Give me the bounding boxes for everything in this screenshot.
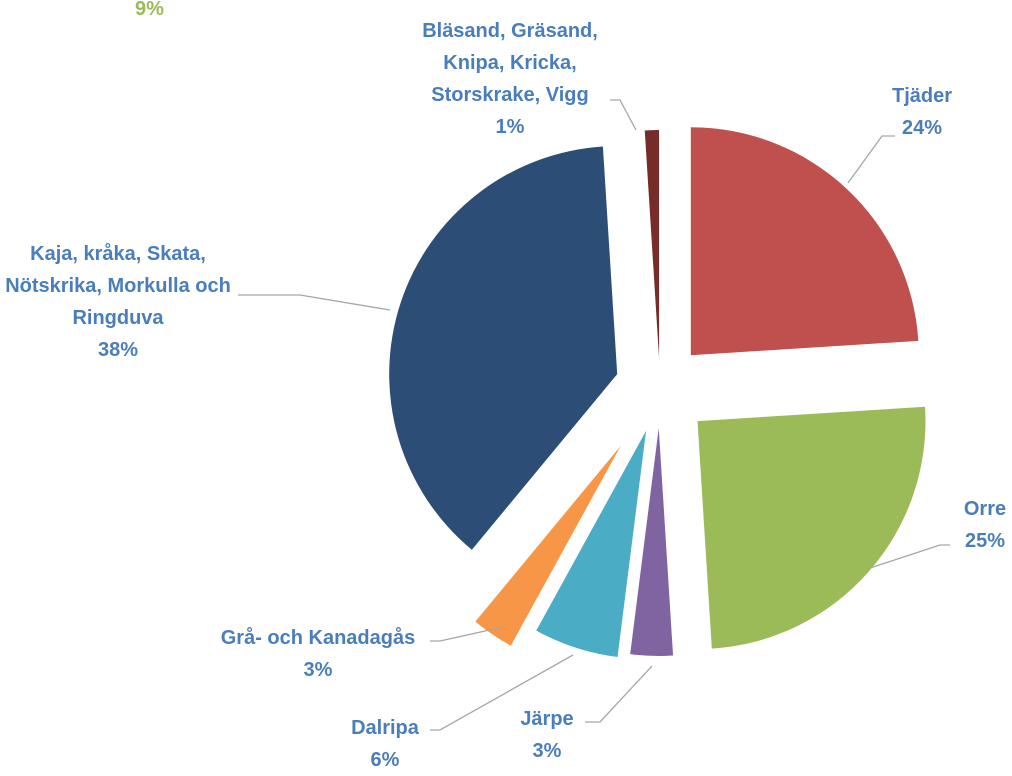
- pie-slice: [630, 427, 674, 656]
- data-label: Dalripa 6%: [335, 712, 435, 776]
- leader-line: [430, 654, 574, 731]
- value-label: 25%: [964, 530, 1006, 552]
- value-label: 38%: [97, 339, 139, 361]
- category-label: Bläsand, Gräsand, Knipa, Kricka, Storskr…: [422, 20, 598, 106]
- data-label: Tjäder 24%: [862, 80, 982, 144]
- pie-slice: [389, 146, 618, 550]
- value-label: 24%: [901, 117, 943, 139]
- value-label: 3%: [303, 659, 333, 681]
- data-label: Kaja, kråka, Skata, Nötskrika, Morkulla …: [1, 238, 236, 366]
- leader-line: [610, 99, 637, 131]
- category-label: Tjäder: [891, 85, 953, 107]
- pie-slice: [697, 406, 926, 649]
- data-label: Järpe 3%: [502, 703, 592, 767]
- data-label: Orre 25%: [940, 493, 1012, 557]
- pie-slice: [536, 430, 647, 657]
- pie-slice: [475, 445, 621, 646]
- category-label: Grå- och Kanadagås: [220, 627, 416, 649]
- leader-line: [585, 665, 653, 723]
- data-label: Bläsand, Gräsand, Knipa, Kricka, Storskr…: [405, 15, 615, 143]
- data-label: Grå- och Kanadagås 3%: [193, 622, 443, 686]
- leader-line: [430, 626, 504, 642]
- leader-line: [238, 294, 391, 311]
- category-label: Dalripa: [351, 717, 419, 739]
- value-label: 6%: [370, 749, 400, 771]
- annotation: 9%: [135, 0, 164, 20]
- value-label: 1%: [495, 116, 525, 138]
- category-label: Järpe: [520, 708, 574, 730]
- pie-slice: [690, 127, 919, 356]
- category-label: Orre: [963, 498, 1007, 520]
- leader-line: [847, 135, 895, 184]
- pie-slice: [644, 130, 660, 359]
- category-label: Kaja, kråka, Skata, Nötskrika, Morkulla …: [5, 243, 231, 329]
- leader-line: [869, 544, 950, 569]
- value-label: 3%: [532, 740, 562, 762]
